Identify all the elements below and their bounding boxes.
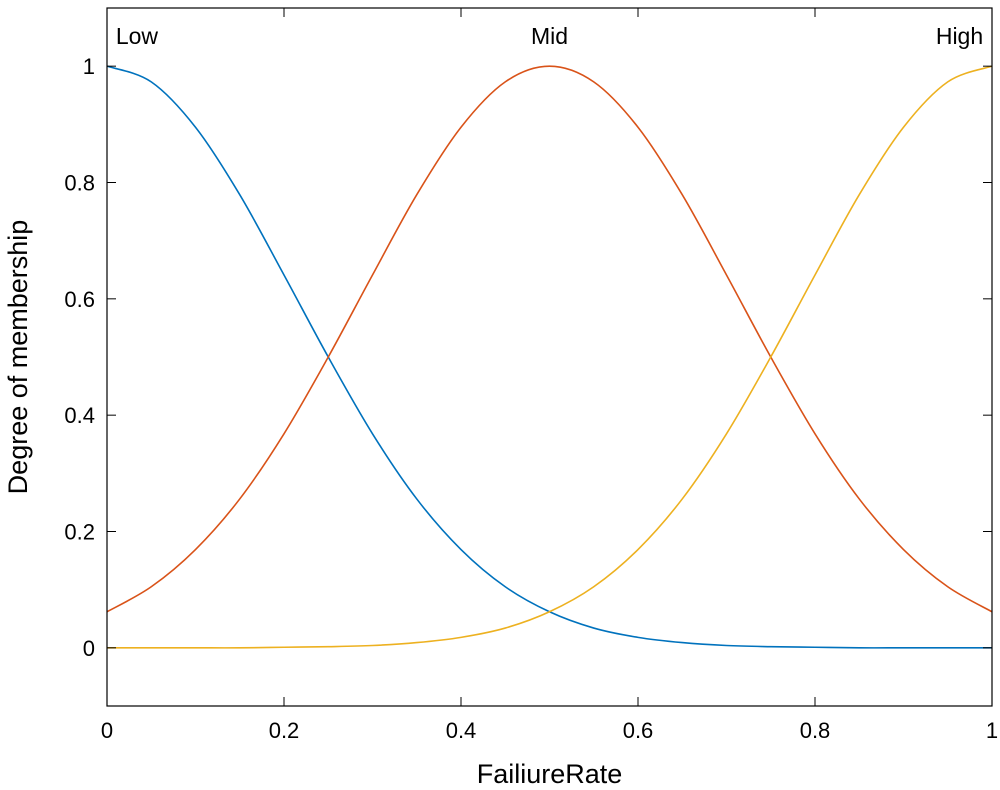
y-tick-label: 0.8 xyxy=(64,171,95,196)
series-line-mid xyxy=(106,65,993,613)
y-tick-label: 0.6 xyxy=(64,287,95,312)
y-tick-label: 1 xyxy=(83,54,95,79)
y-axis-title: Degree of membership xyxy=(3,220,33,495)
curve-label-layer: Low Mid High xyxy=(116,23,983,49)
series-line-low xyxy=(106,65,992,649)
y-tick-label: 0.4 xyxy=(64,403,95,428)
curve-label-high: High xyxy=(936,23,983,49)
series-layer xyxy=(106,65,993,649)
x-tick-label: 0.4 xyxy=(446,718,477,743)
x-tick-label: 0.6 xyxy=(623,718,654,743)
curve-label-mid: Mid xyxy=(531,23,568,49)
y-tick-label: 0 xyxy=(83,636,95,661)
x-tick-label: 0.2 xyxy=(269,718,300,743)
tick-layer: 0 0.2 0.4 0.6 0.8 1 0 0.2 0.4 0.6 0.8 1 xyxy=(64,8,998,743)
plot-frame xyxy=(106,7,993,707)
curve-label-low: Low xyxy=(116,23,159,49)
x-tick-label: 0.8 xyxy=(800,718,831,743)
x-axis-title: FailiureRate xyxy=(477,759,623,789)
x-tick-label: 1 xyxy=(986,718,998,743)
y-tick-label: 0.2 xyxy=(64,520,95,545)
series-line-high xyxy=(107,65,993,649)
x-tick-label: 0 xyxy=(101,718,113,743)
